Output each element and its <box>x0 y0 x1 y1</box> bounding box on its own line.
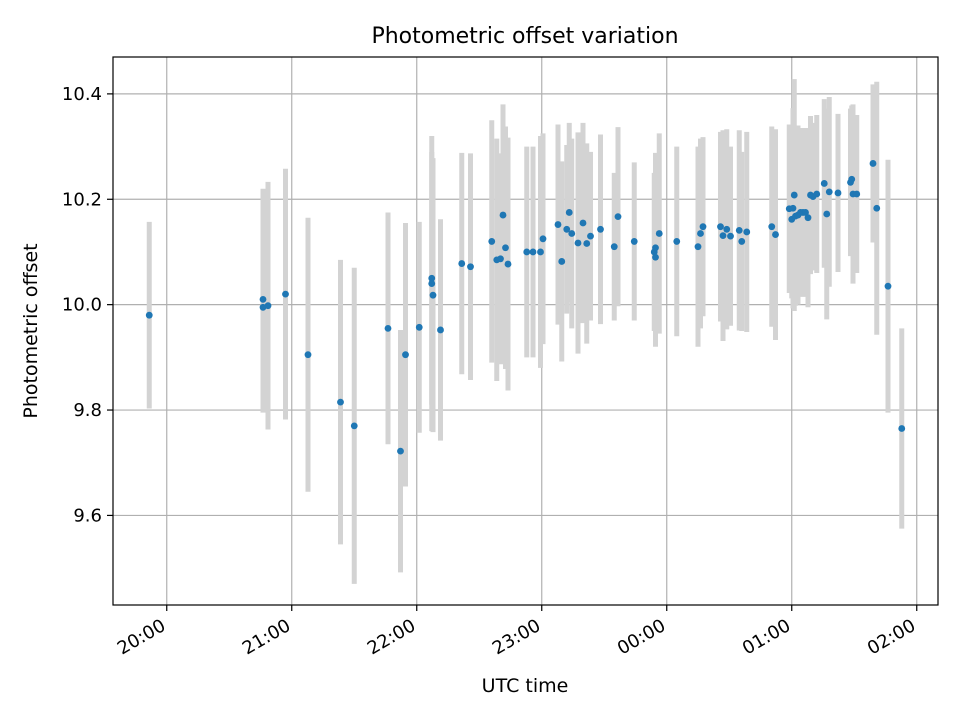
data-point <box>898 425 906 432</box>
data-point <box>415 323 423 331</box>
data-point <box>823 210 831 218</box>
data-point <box>499 211 507 219</box>
data-point <box>825 188 833 196</box>
y-tick-label: 10.2 <box>62 189 102 210</box>
data-point <box>804 214 812 222</box>
data-point <box>768 223 776 231</box>
data-point <box>504 260 512 268</box>
data-point <box>597 225 604 233</box>
data-point <box>772 231 779 238</box>
data-point <box>467 263 474 271</box>
data-point <box>428 280 436 287</box>
data-point <box>853 190 861 198</box>
data-point <box>694 243 702 251</box>
data-point <box>820 180 828 187</box>
data-point <box>428 274 436 282</box>
data-point <box>802 209 809 216</box>
data-point <box>437 326 444 334</box>
y-tick-label: 10.4 <box>62 84 102 105</box>
data-point <box>738 238 746 245</box>
data-point <box>723 225 731 233</box>
data-point <box>429 291 437 299</box>
data-point <box>565 209 573 216</box>
data-point <box>537 248 544 256</box>
data-point <box>350 422 358 430</box>
data-point <box>614 213 622 221</box>
data-point <box>735 226 743 234</box>
data-point <box>574 239 582 247</box>
data-point <box>699 223 707 231</box>
data-point <box>697 230 704 237</box>
data-point <box>488 238 496 245</box>
data-point <box>579 219 587 227</box>
data-point <box>789 204 797 212</box>
data-point <box>717 223 724 231</box>
data-point <box>497 255 504 263</box>
data-point <box>563 225 571 233</box>
x-axis-label: UTC time <box>482 675 569 697</box>
y-tick-label: 9.8 <box>73 400 102 421</box>
data-point <box>610 243 618 251</box>
data-points <box>145 160 906 455</box>
data-point <box>834 189 842 197</box>
y-axis-ticks: 9.6 9.8 10.0 10.2 10.4 <box>62 84 113 526</box>
data-point <box>402 351 409 359</box>
data-point <box>655 230 663 237</box>
data-point <box>873 204 881 212</box>
y-axis-label: Photometric offset <box>20 243 42 418</box>
y-tick-label: 9.6 <box>73 505 102 526</box>
data-point <box>523 248 531 256</box>
data-point <box>583 240 591 247</box>
data-point <box>719 232 727 240</box>
data-point <box>397 447 404 455</box>
data-point <box>568 230 576 237</box>
data-point <box>790 191 798 199</box>
data-point <box>673 238 681 245</box>
data-point <box>259 295 267 303</box>
data-point <box>282 290 289 298</box>
data-point <box>145 311 153 319</box>
data-point <box>869 160 877 167</box>
data-point <box>337 398 344 406</box>
data-point <box>848 175 856 183</box>
data-point <box>587 232 594 240</box>
data-point <box>554 221 562 228</box>
data-point <box>384 324 392 332</box>
y-tick-label: 10.0 <box>62 295 102 316</box>
data-point <box>558 258 566 265</box>
data-point <box>458 260 466 267</box>
data-point <box>539 235 547 243</box>
data-point <box>529 248 537 256</box>
data-point <box>813 190 821 198</box>
data-point <box>652 253 659 261</box>
plot-area-frame <box>112 56 939 606</box>
data-point <box>884 282 892 290</box>
data-point <box>264 302 272 310</box>
data-point <box>727 232 734 240</box>
chart-title: Photometric offset variation <box>371 24 678 49</box>
data-point <box>652 244 659 252</box>
data-point <box>630 238 638 245</box>
data-point <box>502 244 509 252</box>
data-point <box>304 351 312 359</box>
data-point <box>743 228 751 236</box>
